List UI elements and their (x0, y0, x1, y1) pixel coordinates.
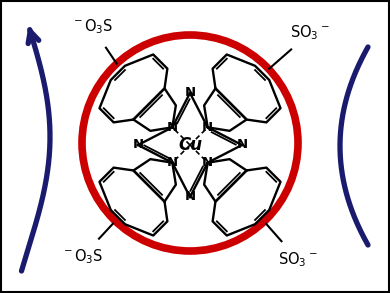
Text: N: N (133, 139, 144, 151)
Text: SO$_3$$^-$: SO$_3$$^-$ (290, 24, 330, 42)
Text: N: N (184, 190, 195, 204)
Text: N: N (236, 139, 248, 151)
Text: $^-$O$_3$S: $^-$O$_3$S (61, 248, 103, 266)
Text: $^-$O$_3$S: $^-$O$_3$S (71, 18, 113, 36)
Text: N: N (184, 86, 195, 100)
Text: SO$_3$$^-$: SO$_3$$^-$ (278, 251, 318, 269)
Text: N: N (202, 121, 213, 134)
Text: N: N (167, 156, 178, 169)
Text: Cu: Cu (178, 136, 202, 154)
Text: N: N (202, 156, 213, 169)
Text: N: N (167, 121, 178, 134)
